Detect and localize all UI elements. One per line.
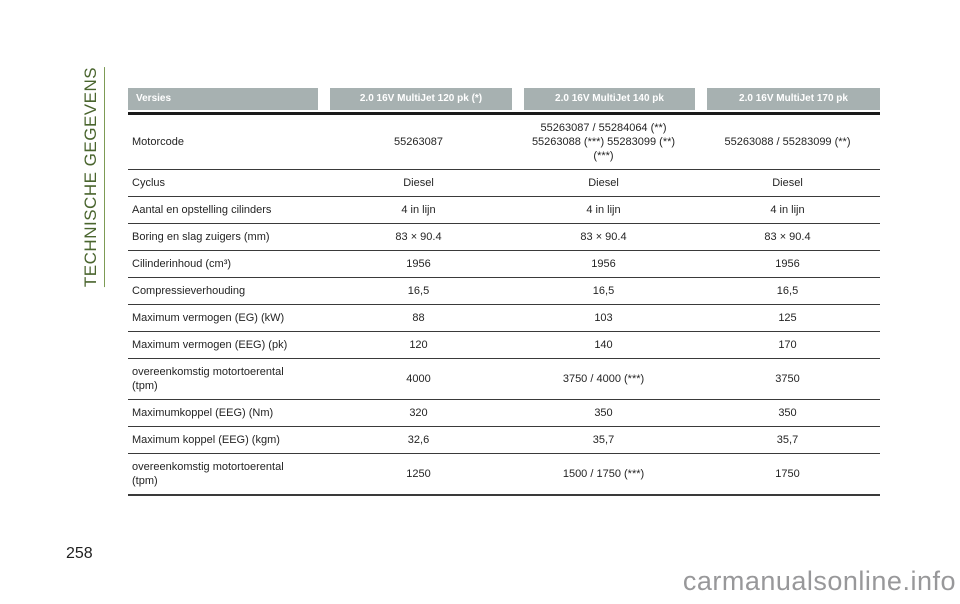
value-cell: Diesel [512,169,695,197]
value-cell: 55263087 [325,115,512,170]
value-cell: 16,5 [325,277,512,305]
table-row: overeenkomstig motortoerental (tpm) 4000 3… [128,358,880,400]
table-row: Cilinderinhoud (cm³) 1956 1956 1956 [128,250,880,278]
value-cell: 55263087 / 55284064 (**) 55263088 (***) … [512,115,695,170]
value-cell: 4000 [325,358,512,400]
spec-table: Versies 2.0 16V MultiJet 120 pk (*) 2.0 16… [128,88,880,496]
value-cell: 120 [325,331,512,359]
chapter-title-vertical: TECHNISCHE GEGEVENS [81,66,105,288]
watermark-text: carmanualsonline.info [682,566,956,596]
header-cell-versies: Versies [128,88,318,110]
table-row: Maximum vermogen (EG) (kW) 88 103 125 [128,304,880,332]
value-cell: 3750 / 4000 (***) [512,358,695,400]
value-cell: 35,7 [512,426,695,454]
table-row: Maximum koppel (EEG) (kgm) 32,6 35,7 35,7 [128,426,880,454]
value-cell: 83 × 90.4 [695,223,880,251]
page-number: 258 [66,545,93,562]
table-row: Compressieverhouding 16,5 16,5 16,5 [128,277,880,305]
value-cell: 55263088 / 55283099 (**) [695,115,880,170]
row-label: Boring en slag zuigers (mm) [128,223,325,251]
value-cell: 16,5 [695,277,880,305]
value-cell: 1750 [695,453,880,496]
header-cell-version-1: 2.0 16V MultiJet 120 pk (*) [330,88,512,110]
table-row: overeenkomstig motortoerental (tpm) 1250 1… [128,453,880,496]
table-row: Aantal en opstelling cilinders 4 in lijn 4… [128,196,880,224]
value-cell: 1250 [325,453,512,496]
value-cell: 4 in lijn [512,196,695,224]
spec-table-grid: Motorcode 55263087 55263087 / 55284064 (**… [128,115,880,496]
value-cell: 320 [325,399,512,427]
value-cell: 83 × 90.4 [325,223,512,251]
value-cell: 16,5 [512,277,695,305]
value-cell: 350 [695,399,880,427]
row-label: Aantal en opstelling cilinders [128,196,325,224]
value-cell: 1500 / 1750 (***) [512,453,695,496]
row-label: Cyclus [128,169,325,197]
header-cell-version-3: 2.0 16V MultiJet 170 pk [707,88,880,110]
value-cell: 35,7 [695,426,880,454]
value-cell: 32,6 [325,426,512,454]
row-label: Maximum vermogen (EG) (kW) [128,304,325,332]
value-cell: 83 × 90.4 [512,223,695,251]
value-cell: 1956 [512,250,695,278]
row-label: overeenkomstig motortoerental (tpm) [128,358,325,400]
table-row: Maximumkoppel (EEG) (Nm) 320 350 350 [128,399,880,427]
row-label: Motorcode [128,115,325,170]
row-label: Maximum koppel (EEG) (kgm) [128,426,325,454]
row-label: overeenkomstig motortoerental (tpm) [128,453,325,496]
header-divider [128,112,880,115]
value-cell: 1956 [325,250,512,278]
value-cell: 103 [512,304,695,332]
spec-table-body: Motorcode 55263087 55263087 / 55284064 (**… [128,115,880,496]
row-label: Cilinderinhoud (cm³) [128,250,325,278]
value-cell: 3750 [695,358,880,400]
value-cell: 170 [695,331,880,359]
value-cell: Diesel [695,169,880,197]
table-row: Motorcode 55263087 55263087 / 55284064 (**… [128,115,880,170]
row-label: Maximumkoppel (EEG) (Nm) [128,399,325,427]
value-cell: 88 [325,304,512,332]
header-cell-version-2: 2.0 16V MultiJet 140 pk [524,88,695,110]
table-header-row: Versies 2.0 16V MultiJet 120 pk (*) 2.0 16… [128,88,880,110]
row-label: Maximum vermogen (EEG) (pk) [128,331,325,359]
table-row: Maximum vermogen (EEG) (pk) 120 140 170 [128,331,880,359]
value-cell: 125 [695,304,880,332]
value-cell: 1956 [695,250,880,278]
value-cell: 140 [512,331,695,359]
table-row: Cyclus Diesel Diesel Diesel [128,169,880,197]
value-cell: 4 in lijn [325,196,512,224]
value-cell: 350 [512,399,695,427]
value-cell: 4 in lijn [695,196,880,224]
value-cell: Diesel [325,169,512,197]
table-row: Boring en slag zuigers (mm) 83 × 90.4 83 ×… [128,223,880,251]
row-label: Compressieverhouding [128,277,325,305]
